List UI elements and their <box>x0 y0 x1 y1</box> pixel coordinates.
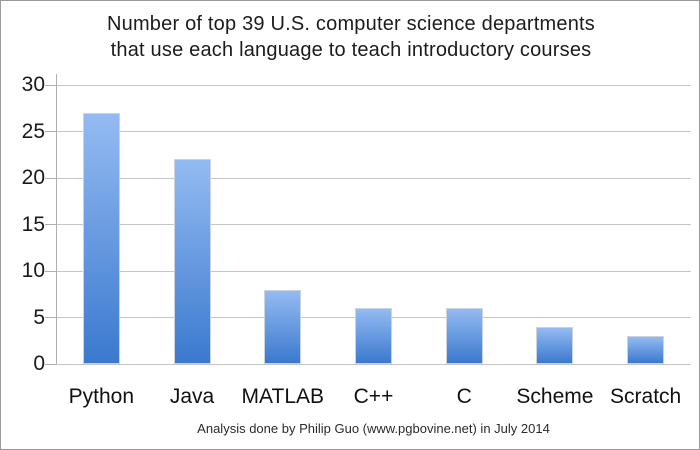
gridline <box>56 224 691 225</box>
gridline <box>56 84 691 86</box>
gridline <box>56 131 691 132</box>
chart-title: Number of top 39 U.S. computer science d… <box>1 11 699 63</box>
x-axis-label: MATLAB <box>241 385 325 408</box>
bar <box>445 308 483 364</box>
x-axis-label: Scheme <box>516 385 594 408</box>
y-axis-tick <box>45 317 56 318</box>
bar <box>173 159 211 364</box>
chart-title-line2: that use each language to teach introduc… <box>110 39 592 61</box>
gridline <box>56 270 691 272</box>
gridline <box>56 177 691 179</box>
x-axis-label: C++ <box>353 385 394 408</box>
bar <box>536 326 574 364</box>
y-axis-line <box>56 74 57 364</box>
y-axis-tick <box>45 363 56 365</box>
bar <box>355 308 392 364</box>
y-axis-tick <box>45 84 56 86</box>
y-axis-tick-label: 20 <box>21 166 45 189</box>
x-axis-label: C <box>456 385 472 408</box>
chart-title-line1: Number of top 39 U.S. computer science d… <box>106 13 595 35</box>
y-axis-tick <box>45 270 56 272</box>
bar <box>264 289 302 364</box>
y-axis-tick-label: 10 <box>21 259 45 282</box>
y-axis-tick <box>45 177 56 179</box>
y-axis-tick-label: 30 <box>21 73 45 96</box>
x-axis-label: Python <box>68 385 135 408</box>
y-axis-tick-label: 0 <box>33 352 45 375</box>
x-axis-label: Scratch <box>610 385 682 408</box>
gridline <box>56 363 691 365</box>
y-axis-tick-label: 15 <box>21 212 45 236</box>
chart-caption: Analysis done by Philip Guo (www.pgbovin… <box>197 421 550 436</box>
x-axis-label: Java <box>169 385 215 408</box>
y-axis-tick <box>45 131 56 132</box>
y-axis-tick-label: 5 <box>33 305 45 329</box>
y-axis-tick-label: 25 <box>21 119 45 143</box>
y-axis-tick <box>45 224 56 225</box>
bar <box>82 112 120 364</box>
bar <box>627 336 665 364</box>
